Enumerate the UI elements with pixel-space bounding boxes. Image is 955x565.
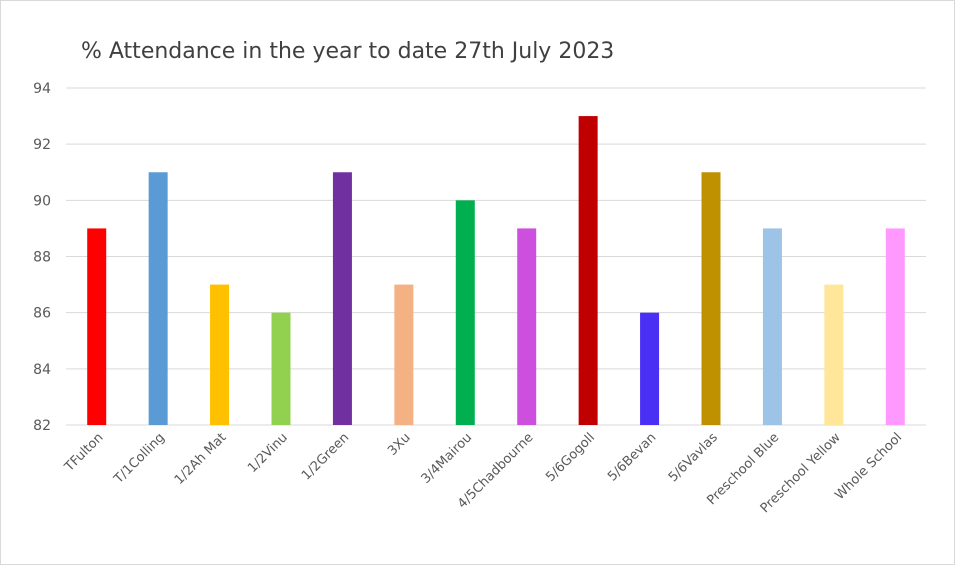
bar-11 [762, 228, 782, 425]
chart-title: % Attendance in the year to date 27th Ju… [81, 39, 615, 64]
y-tick-label: 94 [33, 81, 51, 97]
y-tick-label: 90 [33, 193, 51, 209]
bar-12 [824, 284, 844, 425]
x-tick-label: T/1Colling [111, 430, 168, 487]
y-tick-label: 82 [33, 418, 51, 434]
x-tick-label: 3Xu [385, 430, 414, 459]
bar-6 [455, 200, 475, 425]
bar-1 [148, 172, 168, 425]
y-tick-label: 86 [33, 306, 51, 322]
x-tick-label: 1/2Ah Mat [172, 430, 230, 488]
y-tick-label: 88 [33, 250, 51, 266]
x-tick-label: 3/4Mairou [419, 430, 476, 487]
y-tick-label: 84 [33, 362, 51, 378]
bar-5 [394, 284, 414, 425]
bar-13 [885, 228, 905, 425]
bar-4 [332, 172, 352, 425]
bar-3 [271, 312, 291, 425]
bar-10 [701, 172, 721, 425]
bar-8 [578, 116, 598, 425]
x-tick-label: 5/6Bevan [605, 430, 659, 484]
x-tick-label: 1/2Green [299, 430, 352, 483]
x-tick-label: TFulton [61, 430, 106, 475]
x-tick-label: 1/2Vinu [245, 430, 291, 476]
y-tick-label: 92 [33, 137, 51, 153]
bar-0 [87, 228, 107, 425]
x-tick-label: 5/6Gogoll [543, 430, 598, 485]
bar-9 [640, 312, 660, 425]
x-tick-label: 5/6Vavlas [666, 430, 721, 485]
bar-2 [210, 284, 230, 425]
bar-7 [517, 228, 537, 425]
